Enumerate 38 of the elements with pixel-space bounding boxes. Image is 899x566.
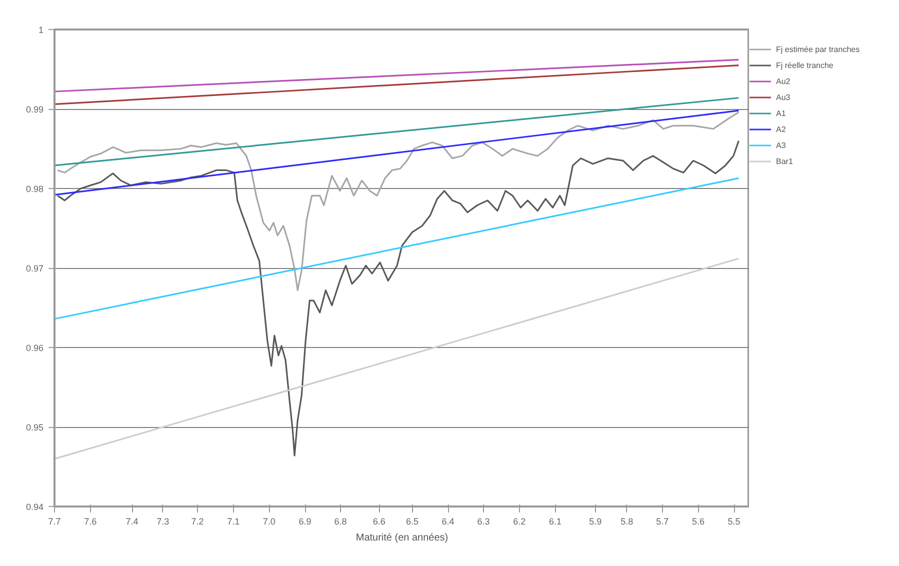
x-tick-label: 5.8 [620, 516, 634, 526]
y-tick-label: 0.95 [26, 422, 44, 432]
y-tick-label: 0.98 [26, 184, 44, 194]
y-tick-label: 1 [38, 25, 44, 35]
x-tick-label: 6.2 [513, 516, 526, 526]
legend-label: Fj estimée par tranches [776, 44, 860, 54]
legend-label: Au3 [776, 92, 792, 102]
line-series [56, 111, 740, 292]
x-tick-label: 7.3 [156, 516, 170, 526]
x-tick-label: 6.8 [334, 516, 347, 526]
x-tick-label: 7.1 [227, 516, 240, 526]
x-tick-label: 7.4 [126, 516, 138, 526]
x-tick-label: 6.9 [298, 516, 312, 526]
x-tick-label: 7.6 [84, 516, 97, 526]
legend-label: A2 [776, 124, 787, 134]
x-tick-label: 6.5 [406, 516, 418, 526]
y-tick-label: 0.96 [26, 343, 44, 353]
legend-label: A1 [776, 108, 787, 118]
x-tick-label: 7.0 [262, 516, 276, 526]
y-tick-label: 0.94 [26, 502, 44, 512]
x-tick-label: 7.2 [191, 516, 204, 526]
y-tick-label: 0.99 [26, 104, 44, 114]
x-tick-label: 7.7 [48, 516, 61, 526]
x-tick-label: 6.4 [442, 516, 454, 526]
line-series [56, 140, 740, 456]
x-tick-label: 6.1 [548, 516, 562, 526]
legend-label: Bar1 [776, 156, 794, 166]
legend-label: Au2 [776, 76, 792, 86]
x-tick-label: 5.5 [728, 516, 740, 526]
x-tick-label: 5.9 [589, 516, 602, 526]
legend-label: A3 [776, 140, 787, 150]
x-tick-label: 6.3 [477, 516, 490, 526]
x-tick-label: 5.6 [692, 516, 704, 526]
x-axis-title: Maturité (en années) [356, 532, 448, 544]
x-tick-label: 5.7 [656, 516, 669, 526]
y-tick-label: 0.97 [26, 264, 44, 274]
legend-label: Fj réelle tranche [776, 60, 834, 70]
x-tick-label: 6.6 [372, 516, 386, 526]
